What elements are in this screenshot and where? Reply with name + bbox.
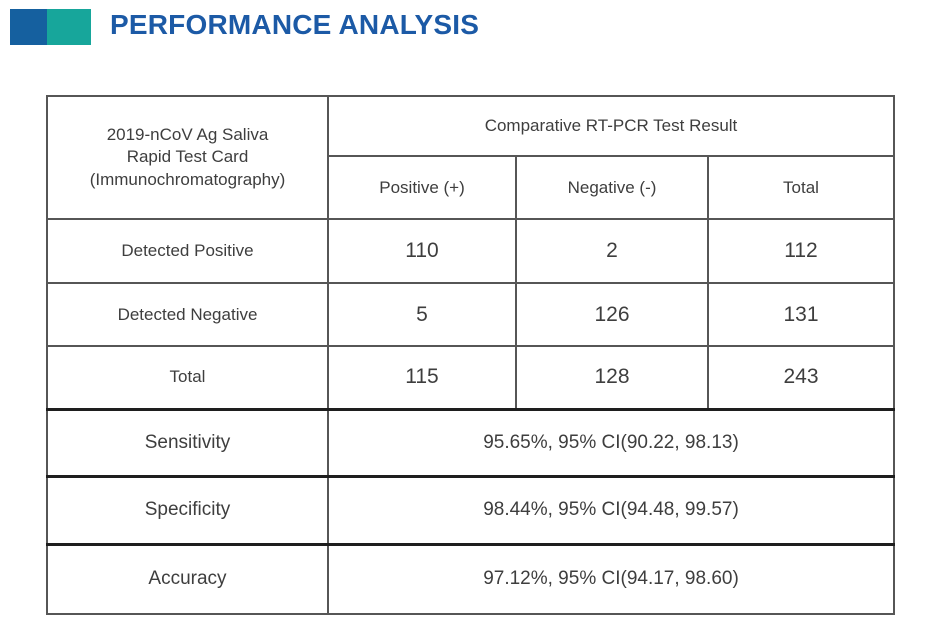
table-row: Detected Negative 5 126 131 [46,282,895,347]
corner-header-cell: 2019-nCoV Ag Saliva Rapid Test Card (Imm… [46,95,329,220]
cell-total-negative: 128 [515,345,709,410]
metric-label-accuracy: Accuracy [46,542,329,615]
row-label-detected-positive: Detected Positive [46,218,329,284]
column-header-total: Total [707,155,895,220]
row-label-total: Total [46,345,329,410]
row-label-detected-negative: Detected Negative [46,282,329,347]
cell-detneg-negative: 126 [515,282,709,347]
cell-detpos-negative: 2 [515,218,709,284]
cell-detneg-positive: 5 [327,282,517,347]
metric-value-specificity: 98.44%, 95% CI(94.48, 99.57) [327,474,895,545]
table-row: Total 115 128 243 [46,345,895,410]
cell-detpos-total: 112 [707,218,895,284]
metric-value-accuracy: 97.12%, 95% CI(94.17, 98.60) [327,542,895,615]
cell-detneg-total: 131 [707,282,895,347]
table-row: Detected Positive 110 2 112 [46,218,895,284]
cell-total-positive: 115 [327,345,517,410]
logo-blue-square [10,9,47,45]
cell-total-total: 243 [707,345,895,410]
metric-label-sensitivity: Sensitivity [46,407,329,477]
column-header-negative: Negative (-) [515,155,709,220]
metric-row-specificity: Specificity 98.44%, 95% CI(94.48, 99.57) [46,474,895,545]
group-header-cell: Comparative RT-PCR Test Result [327,95,895,157]
page-title: PERFORMANCE ANALYSIS [110,9,480,40]
logo-teal-square [47,9,91,45]
performance-table: 2019-nCoV Ag Saliva Rapid Test Card (Imm… [46,95,895,615]
metric-value-sensitivity: 95.65%, 95% CI(90.22, 98.13) [327,407,895,477]
column-header-positive: Positive (+) [327,155,517,220]
metric-label-specificity: Specificity [46,474,329,545]
metric-row-sensitivity: Sensitivity 95.65%, 95% CI(90.22, 98.13) [46,407,895,477]
metric-row-accuracy: Accuracy 97.12%, 95% CI(94.17, 98.60) [46,542,895,615]
cell-detpos-positive: 110 [327,218,517,284]
